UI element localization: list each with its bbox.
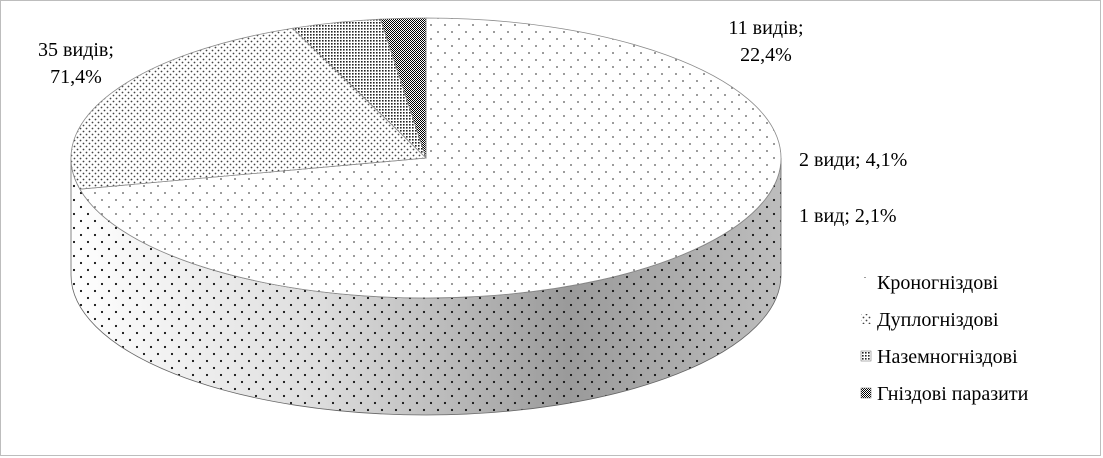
data-label-2-line-0: 2 види; 4,1% <box>799 149 907 171</box>
legend-swatch-0 <box>861 277 871 287</box>
data-label-0-line-0: 35 видів; <box>38 39 114 61</box>
legend-swatch-1 <box>861 314 871 324</box>
legend-label-2: Наземногніздові <box>877 346 1018 368</box>
pie-slice-3 <box>380 17 427 159</box>
pie-slice-0 <box>79 17 782 299</box>
legend-label-3: Гніздові паразити <box>877 383 1029 405</box>
data-label-3-line-0: 1 вид; 2,1% <box>799 205 897 227</box>
legend-swatch-3 <box>860 387 872 399</box>
pie-slice-1 <box>70 27 427 190</box>
data-label-1-line-1: 22,4% <box>740 44 792 66</box>
data-label-0: 35 видів; 71,4% <box>38 39 114 88</box>
legend-label-1: Дуплогніздові <box>877 309 999 331</box>
data-label-1-line-0: 11 видів; <box>728 17 803 39</box>
data-label-2: 2 види; 4,1% <box>799 149 907 171</box>
legend-label-0: Кроногніздові <box>877 272 999 294</box>
data-label-0-line-1: 71,4% <box>50 66 102 88</box>
legend-swatch-2 <box>860 350 872 362</box>
data-label-3: 1 вид; 2,1% <box>799 205 897 227</box>
data-label-1: 11 видів; 22,4% <box>728 17 803 66</box>
